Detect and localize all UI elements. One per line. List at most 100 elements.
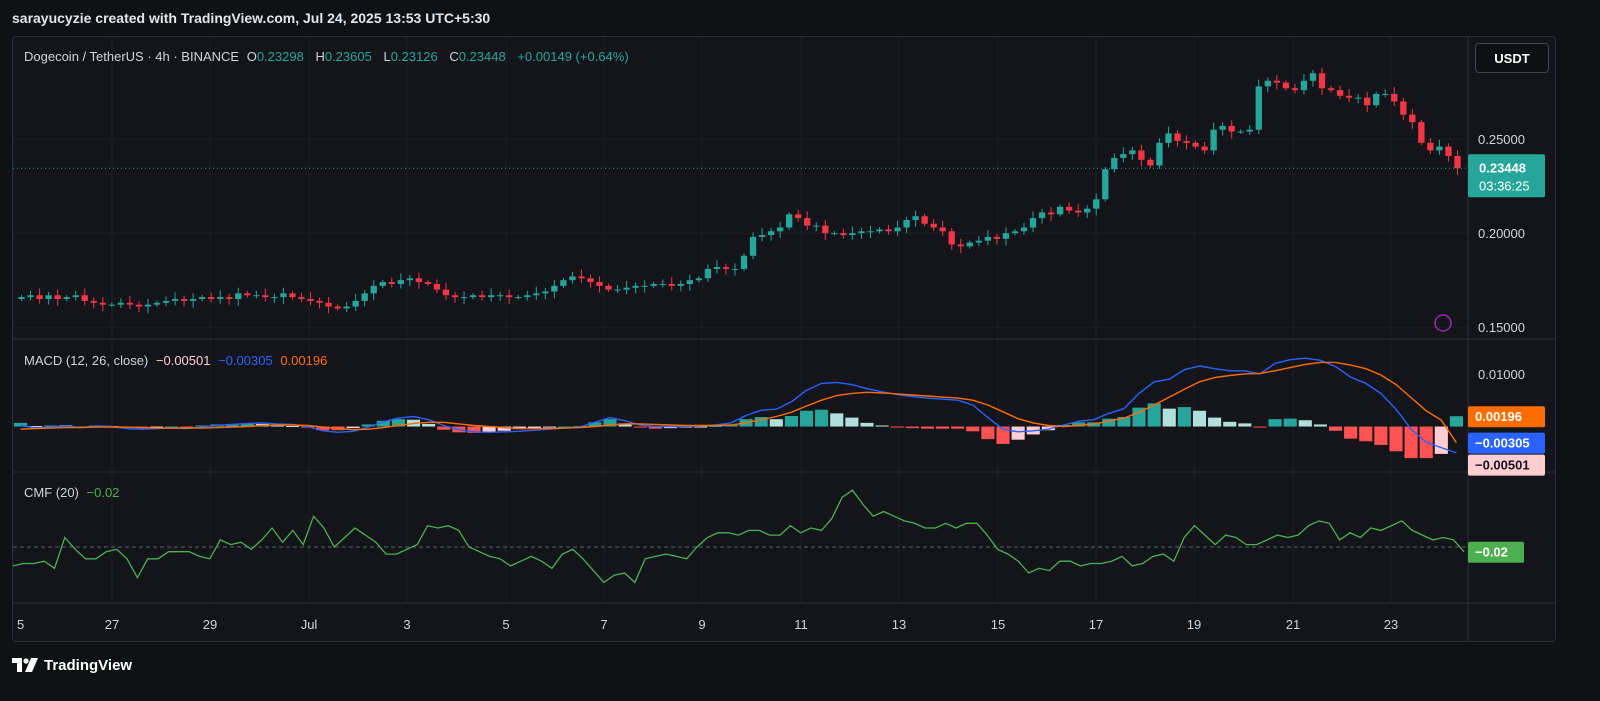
candle-body	[1138, 150, 1145, 160]
candle-body	[1409, 114, 1416, 123]
macd-hist-bar	[270, 425, 285, 427]
macd-hist-bar	[1102, 418, 1116, 427]
macd-hist-bar	[1177, 407, 1191, 427]
macd-label[interactable]: MACD (12, 26, close)	[24, 353, 149, 368]
time-axis-label: 5	[17, 617, 24, 632]
candle-body	[578, 276, 585, 279]
time-axis-label: 11	[794, 617, 808, 632]
candle-body	[804, 218, 811, 226]
candle-body	[1065, 206, 1073, 211]
candle-body	[686, 280, 693, 284]
candle-body	[569, 276, 576, 281]
candle-body	[740, 255, 748, 269]
candle-body	[487, 295, 495, 298]
macd-hist-bar	[1374, 426, 1388, 445]
macd-hist-bar	[286, 426, 300, 428]
macd-hist-bar	[1192, 410, 1207, 427]
candle-body	[117, 302, 125, 305]
candle-body	[217, 297, 224, 300]
time-axis-label: 21	[1286, 617, 1300, 632]
candle-body	[406, 278, 414, 281]
candle-body	[1418, 122, 1425, 143]
candle-body	[397, 280, 404, 284]
candle-body	[758, 235, 766, 237]
macd-hist-bar	[44, 425, 58, 427]
candle-body	[641, 285, 648, 287]
candle-body	[822, 225, 829, 234]
candle-body	[1183, 140, 1190, 143]
macd-hist-bar	[1041, 426, 1055, 431]
candle-body	[849, 233, 856, 236]
macd-hist-bar	[376, 420, 390, 427]
candle-body	[144, 304, 152, 307]
macd-hist-bar	[618, 423, 632, 427]
candle-body	[235, 293, 242, 300]
candle-body	[885, 229, 892, 232]
candle-body	[244, 293, 251, 296]
macd-hist-bar	[663, 426, 678, 429]
candle-body	[1427, 142, 1434, 151]
macd-badge-label: 0.00196	[1475, 409, 1522, 424]
cmf-label[interactable]: CMF (20)	[24, 485, 79, 500]
candle-body	[478, 295, 486, 298]
macd-hist-bar	[1298, 420, 1312, 427]
candle-body	[1219, 125, 1226, 130]
candle-body	[334, 306, 341, 309]
candle-body	[831, 233, 838, 235]
candle-body	[668, 283, 675, 286]
candle-body	[325, 302, 332, 307]
symbol-name[interactable]: Dogecoin / TetherUS · 4h · BINANCE	[24, 49, 240, 64]
low-value: 0.23126	[390, 49, 438, 64]
macd-hist-bar	[361, 424, 375, 427]
macd-hist-bar	[497, 426, 511, 431]
candle-body	[1047, 212, 1055, 215]
macd-hist-bar	[845, 417, 859, 427]
candle-body	[903, 219, 910, 228]
candle-body	[99, 302, 106, 305]
candle-body	[1345, 95, 1353, 98]
macd-badge-label: −0.00305	[1475, 436, 1530, 451]
macd-line	[20, 357, 1457, 454]
macd-legend: MACD (12, 26, close) −0.00501 −0.00305 0…	[24, 353, 331, 368]
candle-body	[1111, 157, 1118, 170]
macd-hist-bar	[165, 426, 179, 428]
macd-hist-bar	[1011, 426, 1025, 440]
candle-body	[442, 289, 450, 296]
chart-frame[interactable]: 0.25000 0.20000 0.15000 0.23448 03:36:25 0.01…	[12, 36, 1556, 642]
macd-hist-bar	[754, 417, 768, 427]
candle-body	[298, 297, 305, 300]
macd-hist-bar	[694, 426, 708, 428]
candle-body	[1364, 97, 1371, 106]
candle-body	[1300, 80, 1308, 91]
macd-hist-bar	[1313, 424, 1327, 427]
symbol-legend: Dogecoin / TetherUS · 4h · BINANCE O0.23…	[24, 49, 633, 64]
candle-body	[1102, 169, 1109, 200]
chart-canvas[interactable]: 0.25000 0.20000 0.15000 0.23448 03:36:25 0.01…	[13, 37, 1555, 641]
candle-body	[1327, 88, 1335, 91]
tradingview-logo[interactable]: TradingView	[12, 654, 132, 676]
candle-body	[695, 278, 703, 281]
candle-body	[614, 289, 621, 291]
macd-hist-bar	[195, 425, 209, 427]
macd-hist-bar	[709, 426, 723, 428]
candle-body	[343, 306, 350, 309]
macd-hist-bar	[996, 426, 1010, 444]
candle-body	[876, 229, 883, 232]
candle-body	[632, 285, 639, 288]
time-axis-label: 13	[892, 617, 906, 632]
price-tick-label: 0.20000	[1478, 226, 1525, 241]
macd-hist-bar	[1404, 426, 1418, 459]
candle-body	[1273, 80, 1281, 83]
high-value: 0.23605	[324, 49, 372, 64]
macd-tick-label: 0.01000	[1478, 367, 1525, 382]
candle-body	[551, 285, 558, 292]
macd-hist-bar	[1147, 403, 1161, 427]
high-label: H	[315, 49, 325, 64]
candle-body	[1056, 206, 1064, 215]
candle-body	[361, 293, 368, 301]
macd-hist-bar	[1344, 426, 1358, 439]
currency-button[interactable]: USDT	[1475, 43, 1549, 73]
candle-body	[767, 231, 775, 236]
candle-body	[1354, 97, 1362, 99]
candle-body	[280, 293, 287, 298]
